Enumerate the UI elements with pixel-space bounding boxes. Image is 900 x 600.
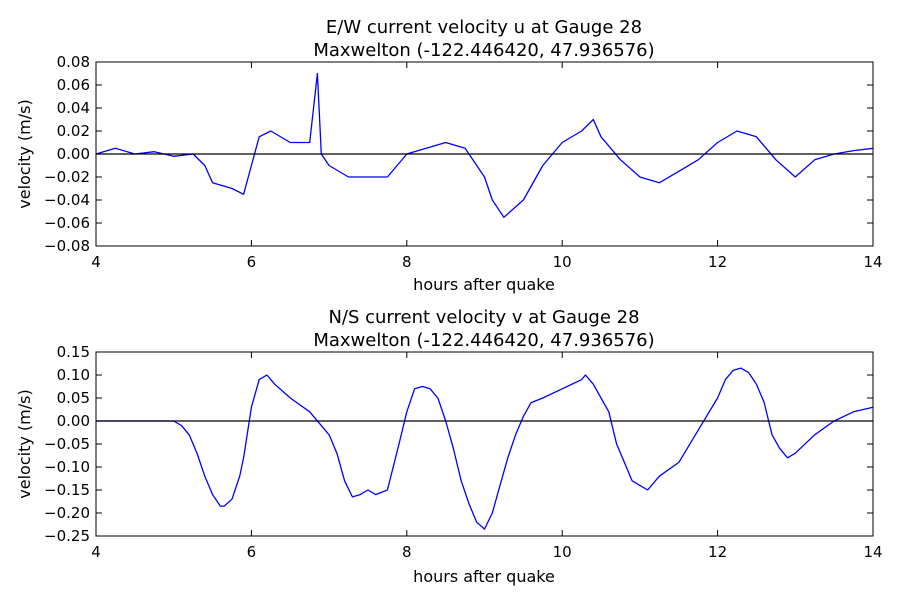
chart-title: N/S current velocity v at Gauge 28	[328, 307, 639, 328]
x-tick-label: 10	[553, 543, 572, 561]
y-tick-label: −0.15	[44, 481, 90, 499]
axis-ticks: 4 6 8 10 12 14 0.15 0.10 0.05 0.00 −0.05 −0.10 −0.15…	[44, 343, 883, 561]
y-tick-label: 0.00	[57, 412, 90, 430]
x-tick-label: 8	[402, 543, 412, 561]
axes-frame	[95, 351, 874, 537]
x-tick-label: 12	[708, 543, 727, 561]
x-tick-label: 14	[863, 543, 882, 561]
plot-area	[95, 72, 874, 218]
x-tick-label: 6	[247, 253, 257, 271]
y-tick-label: 0.15	[57, 343, 90, 361]
y-tick-label: −0.08	[44, 237, 90, 255]
chart-subtitle: Maxwelton (-122.446420, 47.936576)	[313, 40, 654, 61]
y-tick-label: 0.00	[57, 145, 90, 163]
x-tick-label: 10	[553, 253, 572, 271]
chart-subtitle: Maxwelton (-122.446420, 47.936576)	[313, 330, 654, 351]
x-tick-label: 4	[91, 253, 101, 271]
x-tick-label: 14	[863, 253, 882, 271]
series-line	[96, 367, 874, 530]
x-tick-label: 8	[402, 253, 412, 271]
y-tick-label: −0.06	[44, 214, 90, 232]
x-tick-label: 12	[708, 253, 727, 271]
ew-velocity-chart: E/W current velocity u at Gauge 28 Maxwe…	[15, 17, 883, 294]
ns-velocity-chart: N/S current velocity v at Gauge 28 Maxwe…	[15, 307, 883, 586]
y-tick-label: 0.10	[57, 366, 90, 384]
y-tick-label: 0.06	[57, 76, 90, 94]
y-tick-label: 0.04	[57, 99, 90, 117]
y-tick-label: 0.08	[57, 53, 90, 71]
y-tick-label: −0.02	[44, 168, 90, 186]
series-line	[95, 72, 874, 218]
y-tick-label: −0.20	[44, 504, 90, 522]
y-tick-label: −0.25	[44, 527, 90, 545]
y-tick-label: 0.05	[57, 389, 90, 407]
y-tick-label: 0.02	[57, 122, 90, 140]
y-axis-label: velocity (m/s)	[15, 99, 34, 208]
y-axis-label: velocity (m/s)	[15, 389, 34, 498]
plot-area	[96, 367, 874, 530]
axis-ticks: 4 6 8 10 12 14 0.08 0.06 0.04 0.02 0.00 −0.02 −0.04 −…	[44, 53, 883, 271]
x-tick-label: 6	[247, 543, 257, 561]
y-tick-label: −0.10	[44, 458, 90, 476]
chart-title: E/W current velocity u at Gauge 28	[326, 17, 642, 38]
y-tick-label: −0.05	[44, 435, 90, 453]
x-tick-label: 4	[91, 543, 101, 561]
x-axis-label: hours after quake	[413, 567, 555, 586]
y-tick-label: −0.04	[44, 191, 90, 209]
x-axis-label: hours after quake	[413, 275, 555, 294]
